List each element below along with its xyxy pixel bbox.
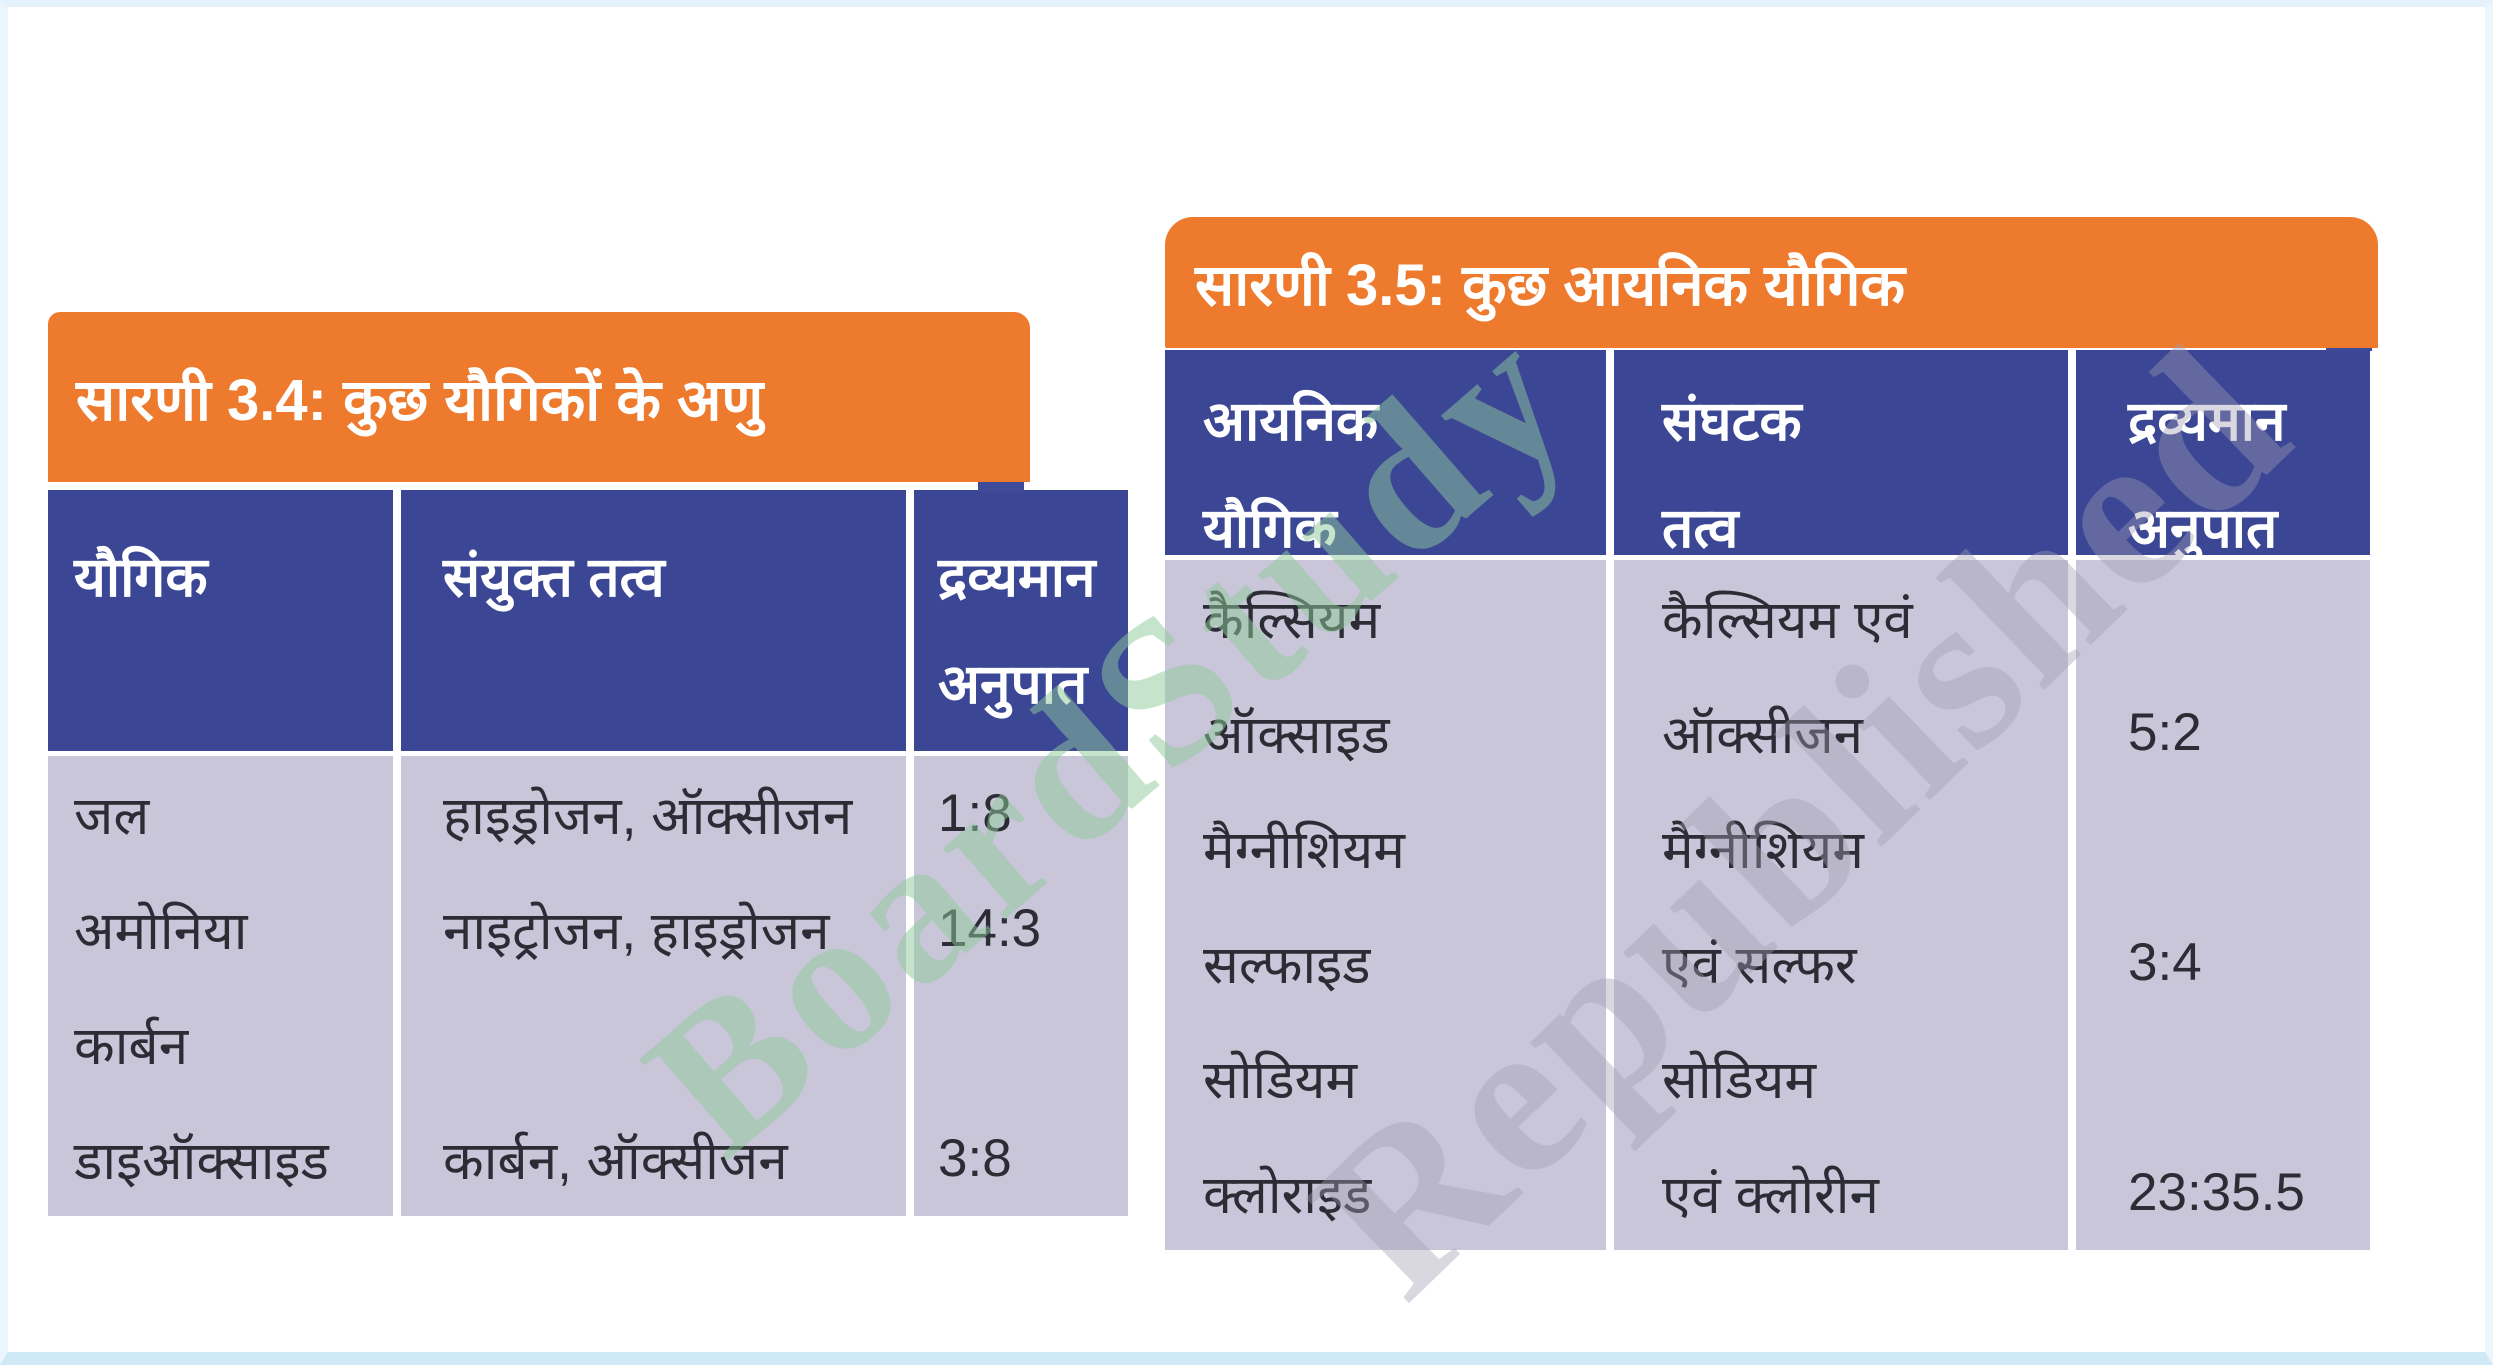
table-3-5-header-ionic-compound: आयनिक यौगिक: [1165, 350, 1606, 560]
table-3-4-header-combined-elements: संयुक्त तत्व: [401, 490, 906, 756]
table-cell: कैल्सियम: [1165, 560, 1606, 675]
table-cell: सल्फाइड: [1165, 905, 1606, 1020]
table-cell: सोडियम: [1165, 1020, 1606, 1135]
table-cell: 3:8: [914, 1101, 1128, 1216]
table-3-4-header-mass-ratio: द्रव्यमान अनुपात: [914, 490, 1128, 756]
table-cell: [2076, 560, 2370, 675]
table-3-4-header-compound: यौगिक: [48, 490, 393, 756]
table-cell: नाइट्रोजन, हाइड्रोजन: [401, 871, 906, 986]
table-3-5-title-bar: सारणी 3.5: कुछ आयनिक यौगिक: [1165, 217, 2378, 348]
table-cell: [914, 986, 1128, 1101]
table-cell: सोडियम: [1614, 1020, 2068, 1135]
table-cell: 5:2: [2076, 675, 2370, 790]
table-cell: हाइड्रोजन, ऑक्सीजन: [401, 756, 906, 871]
table-cell: कार्बन, ऑक्सीजन: [401, 1101, 906, 1216]
table-cell: डाइऑक्साइड: [48, 1101, 393, 1216]
table-3-5-header-mass-ratio: द्रव्यमान अनुपात: [2076, 350, 2370, 560]
table-cell: 3:4: [2076, 905, 2370, 1020]
table-cell: एवं क्लोरीन: [1614, 1135, 2068, 1250]
table-cell: ऑक्साइड: [1165, 675, 1606, 790]
table-cell: एवं सल्फर: [1614, 905, 2068, 1020]
table-cell: जल: [48, 756, 393, 871]
table-cell: [2076, 790, 2370, 905]
table-cell: 1:8: [914, 756, 1128, 871]
table-cell: [2076, 1020, 2370, 1135]
table-cell: मैग्नीशियम: [1165, 790, 1606, 905]
table-3-4: यौगिक संयुक्त तत्व द्रव्यमान अनुपात जल ह…: [48, 490, 1128, 1216]
table-3-5: आयनिक यौगिक संघटक तत्व द्रव्यमान अनुपात …: [1165, 350, 2370, 1250]
table-cell: 23:35.5: [2076, 1135, 2370, 1250]
table-cell: मैग्नीशियम: [1614, 790, 2068, 905]
table-3-5-title: सारणी 3.5: कुछ आयनिक यौगिक: [1195, 253, 1906, 318]
table-cell: ऑक्सीजन: [1614, 675, 2068, 790]
table-3-4-title: सारणी 3.4: कुछ यौगिकों के अणु: [76, 367, 764, 433]
table-cell: [401, 986, 906, 1101]
table-3-5-header-constituent-elements: संघटक तत्व: [1614, 350, 2068, 560]
table-cell: कार्बन: [48, 986, 393, 1101]
table-cell: अमोनिया: [48, 871, 393, 986]
table-cell: 14:3: [914, 871, 1128, 986]
table-3-4-title-bar: सारणी 3.4: कुछ यौगिकों के अणु: [48, 312, 1030, 482]
table-cell: क्लोराइड: [1165, 1135, 1606, 1250]
table-cell: कैल्सियम एवं: [1614, 560, 2068, 675]
